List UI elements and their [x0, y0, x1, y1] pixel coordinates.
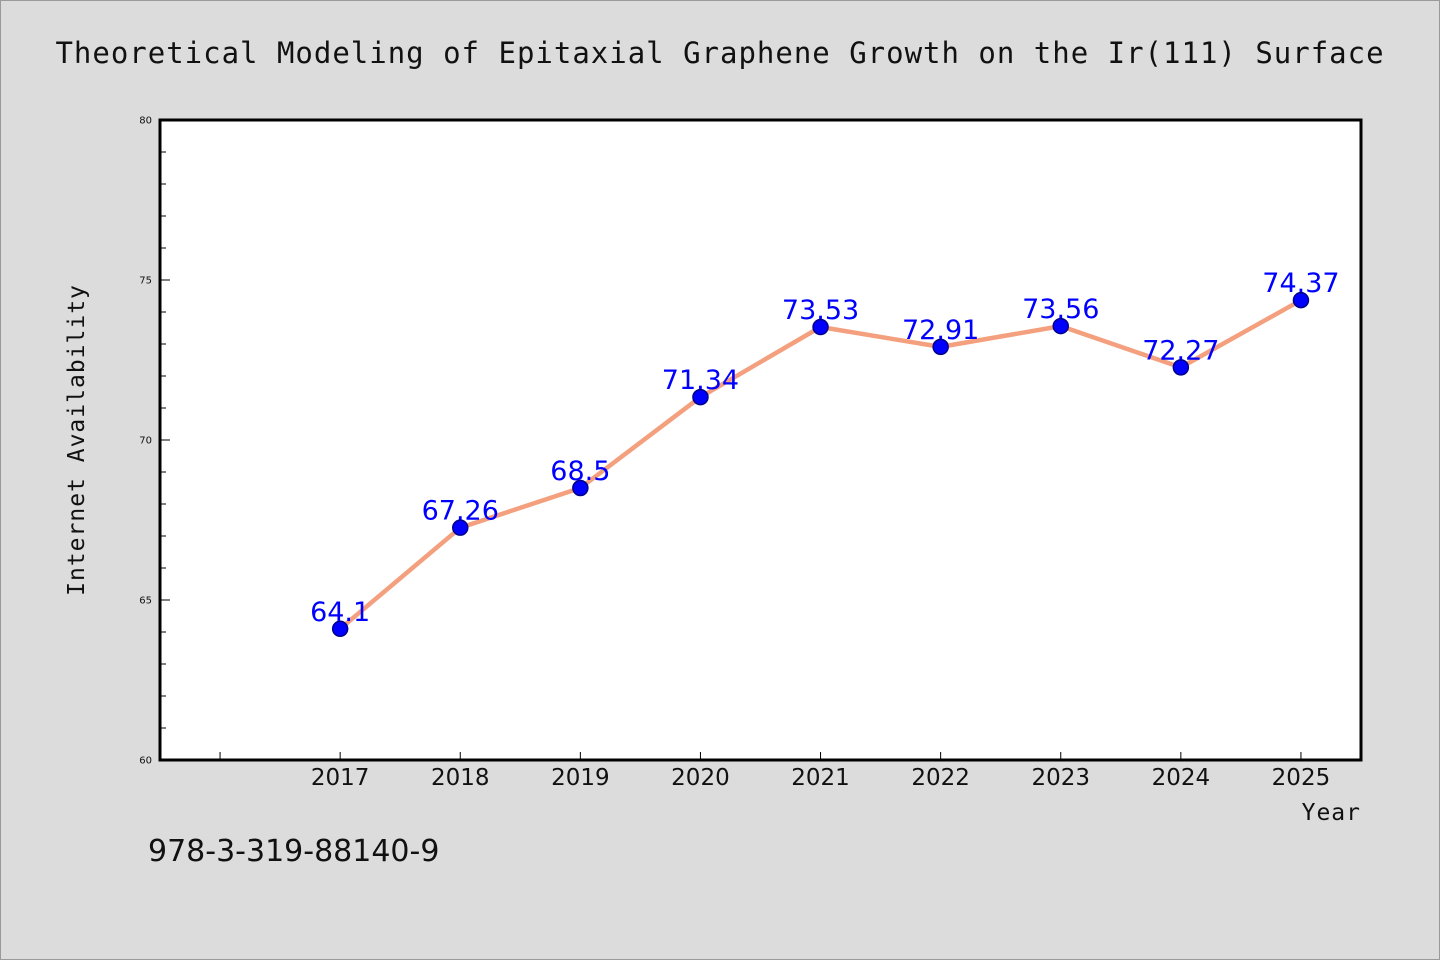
data-label: 67.26 — [422, 496, 499, 527]
data-point — [572, 479, 589, 497]
data-markers — [331, 291, 1310, 638]
x-tick-label: 2017 — [311, 765, 370, 791]
y-axis-label: Internet Availability — [64, 284, 90, 596]
x-tick-label: 2024 — [1152, 765, 1211, 791]
x-axis-label: Year — [1302, 800, 1361, 826]
data-label: 64.1 — [310, 597, 370, 628]
data-point — [1292, 291, 1310, 309]
x-axis: 2017 2018 2019 2020 2021 2022 2023 2024 2025 — [219, 752, 1331, 791]
data-labels: 64.1 67.26 68.5 71.34 73.53 72.91 73.56 72.27 74… — [310, 268, 1340, 628]
data-point — [932, 338, 949, 356]
plot-area — [158, 118, 1363, 762]
y-tick-label: 75 — [139, 276, 152, 287]
y-tick-label: 65 — [139, 596, 152, 607]
data-label: 73.56 — [1022, 294, 1099, 325]
x-tick-label: 2019 — [551, 765, 610, 791]
data-point — [812, 318, 829, 336]
isbn-label: 978-3-319-88140-9 — [148, 834, 440, 869]
x-tick-label: 2022 — [911, 765, 970, 791]
x-tick-label: 2020 — [671, 765, 730, 791]
data-point — [1052, 317, 1069, 335]
y-axis: 60 65 70 75 80 — [139, 116, 170, 767]
x-tick-label: 2018 — [431, 765, 490, 791]
data-point — [1172, 359, 1190, 376]
x-tick-label: 2023 — [1031, 765, 1090, 791]
y-tick-label: 60 — [139, 756, 152, 767]
data-point — [452, 519, 469, 536]
y-tick-label: 80 — [139, 116, 152, 127]
y-tick-label: 70 — [139, 436, 152, 447]
data-point — [692, 388, 709, 406]
data-label: 68.5 — [550, 456, 610, 487]
data-label: 72.91 — [902, 315, 979, 346]
data-label: 74.37 — [1262, 268, 1339, 299]
x-tick-label: 2021 — [791, 765, 850, 791]
data-point — [331, 620, 349, 638]
data-label: 71.34 — [662, 365, 739, 396]
data-label: 73.53 — [782, 295, 859, 326]
x-tick-label: 2025 — [1272, 765, 1331, 791]
data-label: 72.27 — [1142, 335, 1219, 366]
chart-title: Theoretical Modeling of Epitaxial Graphe… — [55, 36, 1385, 70]
